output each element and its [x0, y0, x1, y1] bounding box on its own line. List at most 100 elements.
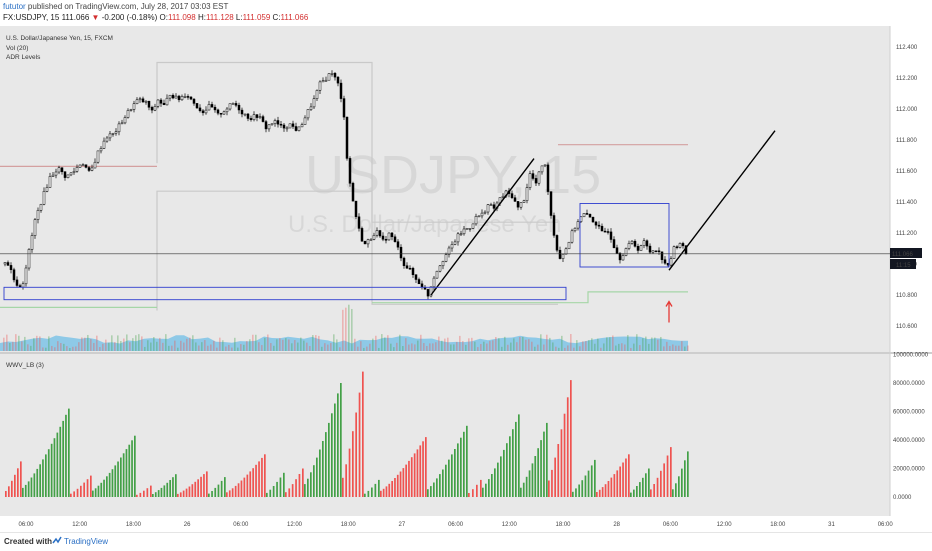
oscillator-bar — [681, 468, 683, 497]
candle-body — [375, 230, 379, 236]
volume-bar — [267, 334, 269, 351]
volume-bar — [600, 347, 602, 351]
oscillator-bar — [639, 482, 641, 497]
candle-body — [585, 213, 589, 215]
volume-bar — [252, 334, 254, 351]
oscillator-bar — [454, 449, 456, 497]
volume-bar — [630, 347, 632, 351]
candle-body — [516, 201, 520, 208]
candle-body — [138, 98, 142, 101]
volume-bar — [15, 334, 17, 351]
volume-bar — [333, 334, 335, 351]
oscillator-bar — [570, 380, 572, 497]
candle-body — [444, 254, 448, 262]
volume-bar — [39, 336, 41, 351]
volume-bar — [375, 335, 377, 351]
candle-body — [42, 191, 46, 205]
oscillator-bar — [422, 441, 424, 497]
candle-body — [6, 262, 10, 266]
author-link[interactable]: fututor — [3, 2, 26, 11]
legend-volume[interactable]: Vol (20) — [6, 45, 28, 52]
volume-bar — [63, 343, 65, 351]
down-arrow-icon: ▼ — [91, 13, 100, 22]
oscillator-bar — [410, 457, 413, 497]
volume-bar — [108, 342, 110, 351]
candle-body — [60, 167, 64, 173]
candle-body — [351, 182, 355, 202]
oscillator-bar — [5, 491, 7, 497]
trendline[interactable] — [668, 130, 776, 271]
volume-bar — [672, 344, 674, 351]
candle-body — [132, 103, 136, 110]
volume-bar — [42, 347, 44, 351]
oscillator-bar — [531, 463, 534, 497]
rectangle-drawing[interactable] — [579, 203, 670, 268]
price-tick-label: 112.000 — [896, 107, 918, 113]
rectangle-drawing[interactable] — [3, 286, 567, 301]
osc-tick-label: 40000.0000 — [893, 438, 925, 444]
candle-body — [339, 82, 343, 99]
oscillator-bar — [334, 403, 336, 497]
candle-body — [243, 113, 247, 116]
candle-body — [405, 265, 409, 269]
candle-body — [105, 137, 109, 142]
oscillator-bar — [445, 464, 447, 497]
volume-bar — [555, 346, 557, 351]
oscillator-bar — [554, 457, 556, 497]
oscillator-bar — [385, 486, 388, 497]
oscillator-bar — [560, 429, 563, 497]
oscillator-bar — [92, 490, 94, 497]
price-axis[interactable] — [890, 26, 932, 516]
price-pane[interactable] — [0, 26, 890, 352]
oscillator-bar — [650, 489, 652, 497]
adr-level-line — [156, 61, 558, 223]
candle-body — [78, 164, 82, 168]
volume-bar — [66, 346, 68, 351]
oscillator-bar — [672, 489, 674, 497]
oscillator-bar — [22, 487, 24, 497]
oscillator-bar — [374, 483, 377, 497]
volume-bar — [492, 340, 494, 351]
volume-bar — [669, 345, 671, 351]
oscillator-bar — [276, 481, 278, 497]
oscillator-bar — [36, 468, 39, 497]
oscillator-bar — [666, 455, 669, 497]
candle-body — [435, 270, 439, 279]
created-with-label: Created with — [4, 537, 53, 546]
volume-bar — [135, 335, 137, 351]
candle-body — [237, 104, 241, 111]
oscillator-bar — [416, 449, 419, 497]
oscillator-bar — [653, 484, 655, 497]
candle-body — [252, 114, 256, 120]
volume-bar — [588, 340, 590, 351]
candle-body — [657, 250, 661, 253]
candle-body — [228, 103, 232, 110]
legend-oscillator[interactable]: WWV_LB (3) — [6, 362, 44, 369]
oscillator-bar — [488, 479, 490, 497]
volume-bar — [525, 339, 527, 351]
oscillator-axis-labels: 100000.0000 80000.0000 60000.0000 40000.000… — [893, 353, 929, 502]
volume-bar — [585, 341, 587, 351]
drawing-annotations[interactable] — [0, 130, 890, 323]
volume-bar — [345, 307, 347, 351]
tradingview-brand[interactable]: TradingView — [64, 537, 109, 546]
volume-bar — [417, 340, 419, 351]
legend-adr[interactable]: ADR Levels — [6, 54, 41, 61]
time-axis[interactable] — [0, 516, 932, 532]
trendline[interactable] — [430, 158, 535, 296]
legend-title[interactable]: U.S. Dollar/Japanese Yen, 15, FXCM — [6, 35, 113, 42]
chart-canvas[interactable]: USDJPY, 15 U.S. Dollar/Japanese Yen 112.… — [0, 26, 932, 532]
candle-body — [615, 247, 619, 254]
oscillator-bar — [194, 481, 197, 497]
oscillator-bar — [264, 454, 266, 498]
up-arrow-icon[interactable] — [665, 300, 673, 307]
oscillator-bar — [394, 478, 396, 497]
oscillator-bar — [206, 471, 208, 497]
candle-body — [126, 110, 130, 118]
low-label: L: — [235, 13, 243, 22]
candle-body — [681, 243, 685, 247]
oscillator-bar — [520, 487, 522, 497]
price-tick-label: 110.800 — [896, 293, 918, 299]
oscillator-bar — [503, 449, 505, 497]
countdown-badge-text: 11:15 — [896, 263, 911, 269]
